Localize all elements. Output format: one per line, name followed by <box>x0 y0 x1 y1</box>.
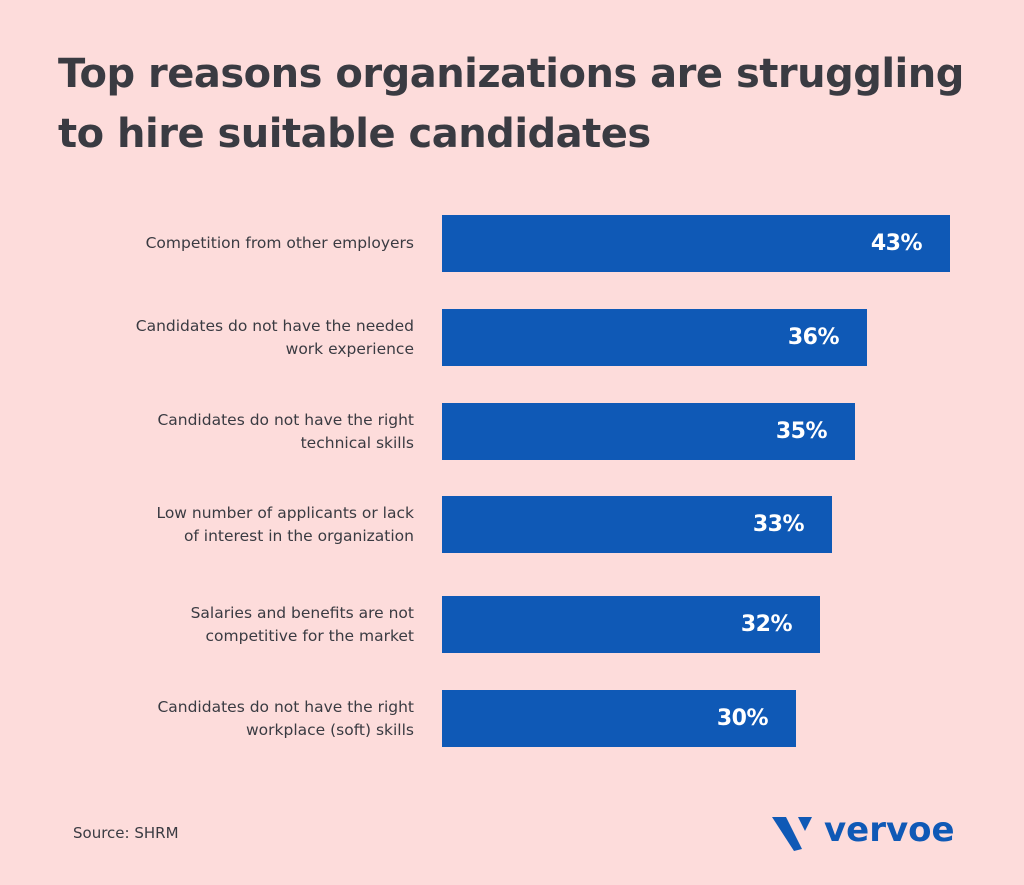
vervoe-logo: vervoe <box>772 810 955 851</box>
bar: 33% <box>442 496 832 553</box>
bar: 43% <box>442 215 950 272</box>
bar-row: Low number of applicants or lack of inte… <box>0 496 1024 553</box>
bar-label: Candidates do not have the right workpla… <box>157 697 414 739</box>
bar-value-label: 32% <box>740 612 793 637</box>
bar: 30% <box>442 690 796 747</box>
bar-row: Candidates do not have the right workpla… <box>0 690 1024 747</box>
bar-row: Competition from other employers 43% <box>0 215 1024 272</box>
bar-value-label: 35% <box>775 419 828 444</box>
bar-label: Candidates do not have the needed work e… <box>135 316 414 358</box>
bar-label: Low number of applicants or lack of inte… <box>156 503 414 545</box>
bar-value-label: 33% <box>752 512 805 537</box>
bar-value-label: 43% <box>870 231 923 256</box>
bar-row: Candidates do not have the right technic… <box>0 403 1024 460</box>
logo-wordmark: vervoe <box>824 810 955 850</box>
bar-row: Salaries and benefits are not competitiv… <box>0 596 1024 653</box>
chart-title: Top reasons organizations are struggling… <box>58 51 964 157</box>
vervoe-v-icon <box>772 817 812 851</box>
bar-row: Candidates do not have the needed work e… <box>0 309 1024 366</box>
bar-value-label: 36% <box>787 325 840 350</box>
bar: 32% <box>442 596 820 653</box>
bar: 36% <box>442 309 867 366</box>
bar-label: Competition from other employers <box>145 234 414 252</box>
source-note: Source: SHRM <box>73 824 179 842</box>
bar-label: Candidates do not have the right technic… <box>157 410 414 452</box>
bar: 35% <box>442 403 855 460</box>
bar-label: Salaries and benefits are not competitiv… <box>190 603 414 645</box>
bar-value-label: 30% <box>716 706 769 731</box>
